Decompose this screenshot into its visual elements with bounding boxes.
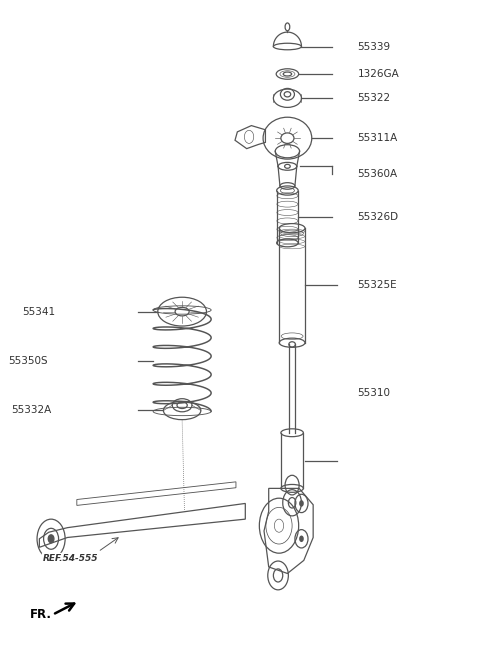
- Text: 55339: 55339: [358, 41, 391, 52]
- Text: REF.54-555: REF.54-555: [43, 554, 98, 563]
- Text: 55311A: 55311A: [358, 133, 398, 143]
- Text: 55350S: 55350S: [8, 356, 48, 366]
- Text: 1326GA: 1326GA: [358, 69, 399, 79]
- Circle shape: [299, 500, 304, 506]
- Circle shape: [48, 535, 54, 543]
- Text: 55326D: 55326D: [358, 212, 399, 222]
- Text: 55325E: 55325E: [358, 281, 397, 291]
- Text: 55322: 55322: [358, 93, 391, 103]
- Text: FR.: FR.: [30, 608, 52, 621]
- Text: 55360A: 55360A: [358, 169, 398, 179]
- Text: 55341: 55341: [23, 306, 56, 317]
- Circle shape: [299, 535, 304, 542]
- Text: 55332A: 55332A: [11, 405, 51, 415]
- Text: 55310: 55310: [358, 388, 391, 398]
